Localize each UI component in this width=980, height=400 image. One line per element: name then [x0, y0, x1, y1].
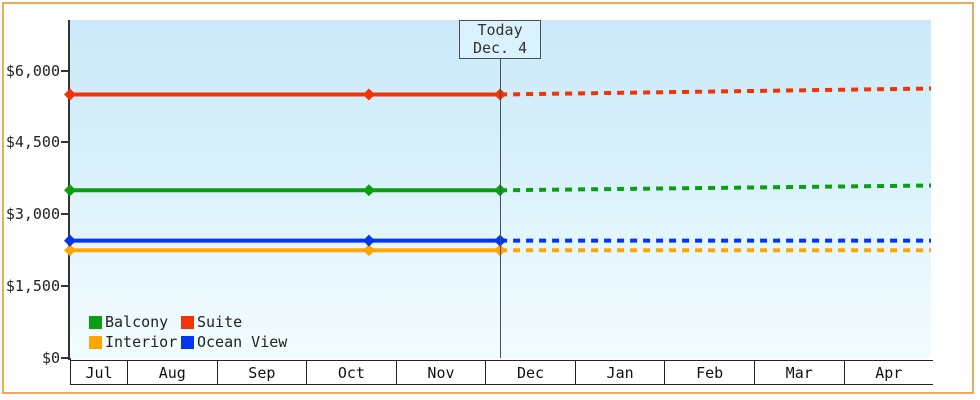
y-axis-tick-mark	[61, 213, 69, 216]
today-flag: Today Dec. 4	[459, 20, 542, 59]
month-cell-jan: Jan	[576, 361, 666, 384]
legend-item-suite: Suite	[181, 312, 287, 332]
y-axis-tick-mark	[61, 69, 69, 72]
x-axis-month-row: Jul Aug Sep Oct Nov Dec Jan Feb Mar Apr	[70, 360, 933, 385]
y-axis-tick-mark	[61, 141, 69, 144]
month-cell-jul: Jul	[71, 361, 128, 384]
y-axis-tick-label: $1,500	[5, 277, 60, 296]
legend: Balcony Suite Interior Ocean View	[89, 312, 287, 352]
today-date: Dec. 4	[472, 39, 528, 57]
month-cell-aug: Aug	[128, 361, 218, 384]
data-point-marker	[362, 244, 375, 257]
legend-label: Interior	[105, 333, 178, 351]
y-axis-tick-mark	[61, 357, 69, 359]
data-point-marker	[64, 184, 76, 197]
y-axis-tick-label: $3,000	[5, 205, 60, 224]
data-point-marker	[64, 244, 76, 257]
legend-item-balcony: Balcony	[89, 312, 181, 332]
data-point-marker	[64, 88, 76, 101]
series-suite	[64, 86, 932, 101]
y-axis-tick-mark	[61, 285, 69, 288]
y-axis-tick-label: $4,500	[5, 133, 60, 152]
price-line-forecast-dashed	[500, 86, 932, 97]
month-cell-feb: Feb	[665, 361, 755, 384]
data-point-marker	[362, 184, 375, 197]
legend-label: Suite	[197, 313, 243, 331]
data-point-marker	[362, 88, 375, 101]
price-line-forecast-dashed	[500, 183, 932, 193]
price-lines-chart	[64, 86, 932, 257]
month-cell-apr: Apr	[875, 363, 903, 382]
series-ocean-view	[64, 234, 931, 247]
month-cell-nov: Nov	[397, 361, 487, 384]
legend-swatch-icon	[89, 315, 102, 329]
y-axis-tick-label: $6,000	[5, 61, 60, 80]
legend-swatch-icon	[89, 335, 102, 349]
legend-item-ocean-view: Ocean View	[181, 332, 287, 352]
legend-item-interior: Interior	[89, 332, 181, 352]
month-cell-dec: Dec	[486, 361, 576, 384]
legend-label: Balcony	[105, 313, 169, 331]
data-point-marker	[64, 234, 76, 247]
month-cell-mar: Mar	[755, 361, 845, 384]
y-axis-tick-label: $0	[41, 349, 60, 367]
legend-swatch-icon	[181, 315, 194, 329]
legend-label: Ocean View	[197, 333, 288, 351]
today-vertical-line	[499, 58, 501, 358]
series-interior	[64, 244, 931, 257]
month-cell-sep: Sep	[218, 361, 308, 384]
data-point-marker	[362, 234, 375, 247]
today-label: Today	[477, 21, 523, 39]
month-cell-oct: Oct	[307, 361, 397, 384]
legend-swatch-icon	[181, 335, 194, 349]
series-balcony	[64, 183, 932, 197]
